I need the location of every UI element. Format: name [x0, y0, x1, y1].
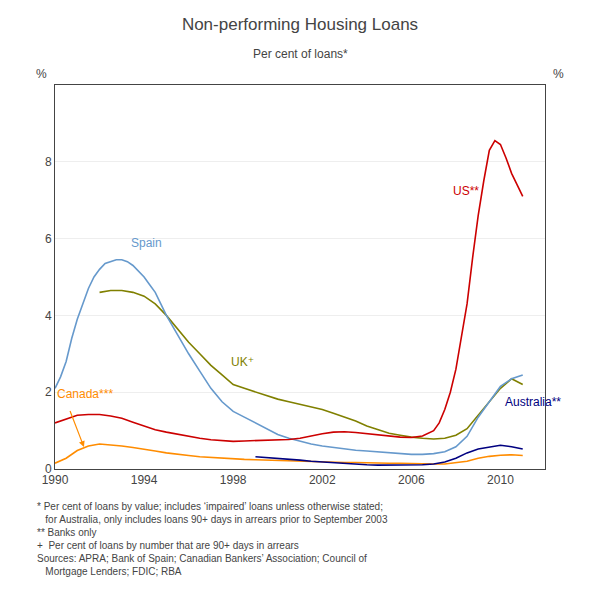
svg-text:4: 4: [45, 309, 52, 323]
svg-text:2006: 2006: [398, 473, 425, 487]
svg-text:1994: 1994: [131, 473, 158, 487]
svg-text:2: 2: [45, 385, 52, 399]
svg-text:Non-performing Housing Loans: Non-performing Housing Loans: [182, 15, 418, 34]
svg-text:Australia**: Australia**: [505, 395, 561, 409]
svg-text:Spain: Spain: [131, 236, 162, 250]
svg-text:%: %: [36, 67, 47, 81]
svg-text:1998: 1998: [220, 473, 247, 487]
svg-text:0: 0: [45, 462, 52, 476]
svg-text:Canada***: Canada***: [57, 387, 113, 401]
svg-text:1990: 1990: [42, 473, 69, 487]
svg-text:2002: 2002: [309, 473, 336, 487]
svg-text:UK⁺: UK⁺: [231, 355, 254, 369]
svg-text:8: 8: [45, 155, 52, 169]
svg-text:%: %: [553, 67, 564, 81]
svg-text:6: 6: [45, 232, 52, 246]
svg-text:Per cent of loans*: Per cent of loans*: [253, 47, 348, 61]
svg-text:2010: 2010: [487, 473, 514, 487]
svg-text:* Per cent of loans by value;: * Per cent of loans by value; includes ‘…: [37, 501, 388, 577]
svg-text:US**: US**: [453, 184, 479, 198]
